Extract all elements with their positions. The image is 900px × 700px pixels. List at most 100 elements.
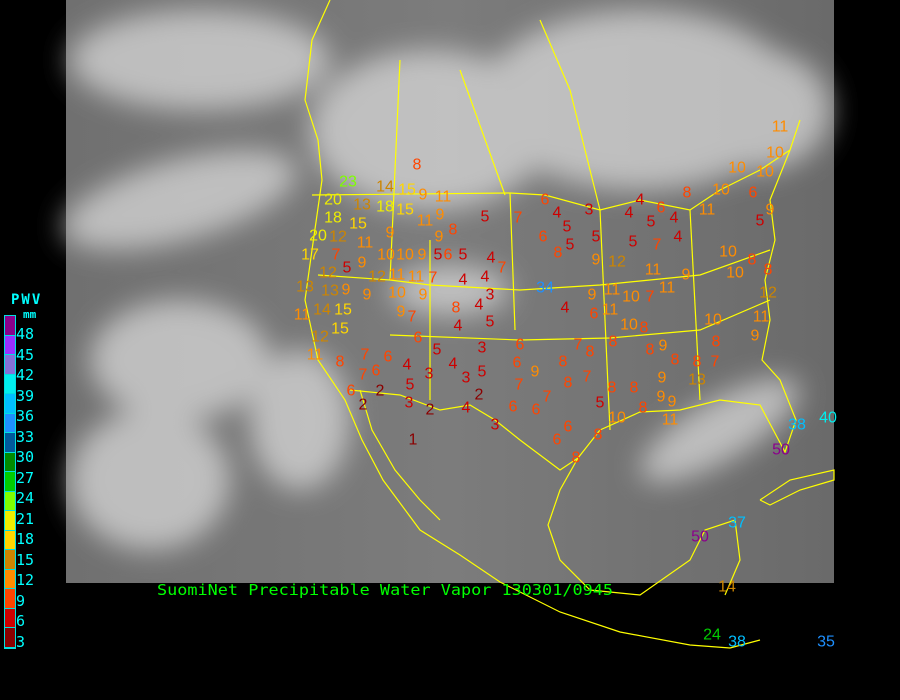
station-pwv-value: 20 xyxy=(324,192,342,209)
station-pwv-value: 12 xyxy=(311,329,329,346)
station-pwv-value: 15 xyxy=(398,182,416,199)
station-pwv-value: 10 xyxy=(396,247,414,264)
station-pwv-value: 8 xyxy=(608,380,617,397)
station-pwv-value: 3 xyxy=(405,395,414,412)
station-pwv-value: 7 xyxy=(361,347,370,364)
station-pwv-value: 50 xyxy=(691,529,709,546)
station-pwv-value: 7 xyxy=(515,377,524,394)
station-pwv-value: 14 xyxy=(313,302,331,319)
legend-swatch xyxy=(5,511,15,531)
legend-swatch xyxy=(5,355,15,375)
station-pwv-value: 5 xyxy=(459,247,468,264)
station-pwv-value: 40 xyxy=(819,410,837,427)
map-caption: SuomiNet Precipitable Water Vapor 130301… xyxy=(157,581,613,599)
station-pwv-value: 5 xyxy=(563,219,572,236)
station-pwv-value: 34 xyxy=(536,280,554,297)
station-pwv-value: 20 xyxy=(309,228,327,245)
baja-coastline xyxy=(359,389,441,521)
legend-swatch xyxy=(5,452,15,472)
state-line xyxy=(389,299,771,341)
legend-swatch xyxy=(5,335,15,355)
west-coastline xyxy=(304,0,761,649)
station-pwv-value: 15 xyxy=(396,202,414,219)
station-pwv-value: 12 xyxy=(368,269,386,286)
legend-label: 33 xyxy=(16,427,35,446)
station-pwv-value: 5 xyxy=(566,237,575,254)
station-pwv-value: 15 xyxy=(331,321,349,338)
station-pwv-value: 5 xyxy=(343,260,352,277)
legend-swatch xyxy=(5,550,15,570)
station-pwv-value: 10 xyxy=(756,164,774,181)
station-pwv-value: 6 xyxy=(444,247,453,264)
legend-swatch xyxy=(5,589,15,609)
us-gulf-coast xyxy=(599,119,801,454)
legend-swatch xyxy=(5,628,15,648)
station-pwv-value: 6 xyxy=(509,399,518,416)
station-pwv-value: 8 xyxy=(764,262,773,279)
station-pwv-value: 9 xyxy=(766,202,775,219)
station-pwv-value: 4 xyxy=(674,229,683,246)
state-line xyxy=(599,209,611,431)
station-pwv-value: 7 xyxy=(359,367,368,384)
legend-label: 45 xyxy=(16,345,35,364)
station-pwv-value: 5 xyxy=(406,377,415,394)
station-pwv-value: 10 xyxy=(388,285,406,302)
station-pwv-value: 4 xyxy=(481,269,490,286)
station-pwv-value: 6 xyxy=(372,363,381,380)
station-pwv-value: 6 xyxy=(414,330,423,347)
station-pwv-value: 9 xyxy=(342,282,351,299)
station-pwv-value: 8 xyxy=(564,375,573,392)
station-pwv-value: 9 xyxy=(682,267,691,284)
station-pwv-value: 10 xyxy=(719,244,737,261)
canada-border xyxy=(311,149,791,211)
station-pwv-value: 5 xyxy=(481,209,490,226)
station-pwv-value: 8 xyxy=(554,245,563,262)
station-pwv-value: 8 xyxy=(712,334,721,351)
station-pwv-value: 7 xyxy=(408,309,417,326)
station-pwv-value: 3 xyxy=(585,202,594,219)
station-pwv-value: 7 xyxy=(332,247,341,264)
station-pwv-value: 7 xyxy=(574,337,583,354)
legend-label: 21 xyxy=(16,509,35,528)
station-pwv-value: 8 xyxy=(640,320,649,337)
station-pwv-value: 24 xyxy=(703,627,721,644)
state-line xyxy=(389,59,401,281)
legend-label: 39 xyxy=(16,386,35,405)
station-pwv-value: 12 xyxy=(759,285,777,302)
station-pwv-value: 50 xyxy=(772,442,790,459)
station-pwv-value: 6 xyxy=(384,349,393,366)
station-pwv-value: 4 xyxy=(625,205,634,222)
station-pwv-value: 11 xyxy=(417,213,434,230)
station-pwv-value: 5 xyxy=(592,229,601,246)
legend-label: 3 xyxy=(16,632,26,651)
station-pwv-value: 17 xyxy=(301,247,319,264)
cuba-coastline xyxy=(759,469,835,506)
station-pwv-value: 6 xyxy=(590,306,599,323)
station-pwv-value: 8 xyxy=(609,334,618,351)
station-pwv-value: 8 xyxy=(646,342,655,359)
legend-swatch xyxy=(5,374,15,394)
state-line xyxy=(509,192,516,331)
legend-swatch xyxy=(5,413,15,433)
station-pwv-value: 6 xyxy=(749,185,758,202)
legend-label: 12 xyxy=(16,571,35,589)
station-pwv-value: 1 xyxy=(409,432,418,449)
legend-swatch xyxy=(5,491,15,511)
station-pwv-value: 7 xyxy=(543,389,552,406)
station-pwv-value: 9 xyxy=(419,287,428,304)
station-pwv-value: 9 xyxy=(588,287,597,304)
legend-swatch xyxy=(5,608,15,628)
legend-label: 15 xyxy=(16,550,35,569)
station-pwv-value: 10 xyxy=(620,317,638,334)
station-pwv-value: 18 xyxy=(324,210,342,227)
legend-swatch xyxy=(5,433,15,453)
station-pwv-value: 11 xyxy=(772,119,789,136)
station-pwv-value: 5 xyxy=(434,247,443,264)
station-pwv-value: 4 xyxy=(454,318,463,335)
legend-swatch xyxy=(5,569,15,589)
station-pwv-value: 35 xyxy=(817,634,835,651)
station-pwv-value: 2 xyxy=(359,397,368,414)
station-pwv-value: 7 xyxy=(429,270,438,287)
station-pwv-value: 5 xyxy=(478,364,487,381)
